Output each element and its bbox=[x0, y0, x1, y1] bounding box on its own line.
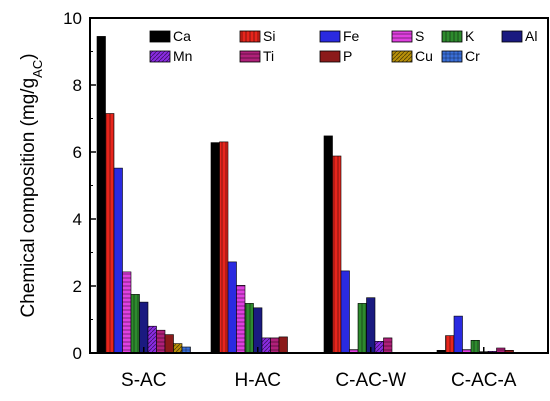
bar-si-s-ac bbox=[105, 113, 115, 354]
bar-si-h-ac bbox=[219, 141, 229, 354]
y-tick-label-10: 10 bbox=[63, 9, 82, 28]
bar-ca-c-ac-w bbox=[323, 135, 333, 354]
legend-item-mn: Mn bbox=[149, 48, 192, 64]
bar-al-c-ac-w bbox=[366, 297, 376, 354]
bar-fe-s-ac bbox=[113, 167, 123, 354]
legend-item-s: S bbox=[391, 28, 424, 44]
legend-label-cu: Cu bbox=[415, 48, 433, 64]
legend: Ca Si Fe S K Al Mn Ti P Cu Cr bbox=[149, 28, 537, 64]
legend-item-cu: Cu bbox=[391, 48, 433, 64]
legend-label-p: P bbox=[343, 48, 352, 64]
legend-swatch-p bbox=[319, 50, 341, 63]
bar-p-s-ac bbox=[164, 334, 174, 354]
legend-label-mn: Mn bbox=[173, 48, 192, 64]
y-axis-title-subscript: AC bbox=[30, 60, 45, 78]
y-tick-label-0: 0 bbox=[73, 344, 82, 363]
legend-item-fe: Fe bbox=[319, 28, 360, 44]
x-tick-label-c-ac-w: C-AC-W bbox=[335, 370, 406, 391]
y-tick-label-4: 4 bbox=[73, 210, 82, 229]
bar-mn-c-ac-w bbox=[374, 340, 384, 354]
x-tick-label-h-ac: H-AC bbox=[235, 370, 281, 391]
legend-swatch-ca bbox=[149, 30, 171, 43]
legend-swatch-al bbox=[501, 30, 523, 43]
bar-ca-h-ac bbox=[210, 142, 220, 354]
bar-ti-h-ac bbox=[270, 337, 280, 354]
legend-swatch-mn bbox=[149, 50, 171, 63]
y-axis-title: Chemical composition (mg/gAC) bbox=[18, 53, 45, 317]
legend-item-al: Al bbox=[501, 28, 537, 44]
legend-label-ca: Ca bbox=[173, 28, 191, 44]
bar-fe-c-ac-a bbox=[453, 315, 463, 354]
bar-al-s-ac bbox=[139, 301, 149, 354]
bar-p-h-ac bbox=[278, 336, 288, 354]
bar-mn-h-ac bbox=[261, 337, 271, 354]
y-tick-label-8: 8 bbox=[73, 76, 82, 95]
legend-label-cr: Cr bbox=[465, 48, 480, 64]
legend-item-ca: Ca bbox=[149, 28, 191, 44]
bar-si-c-ac-a bbox=[445, 335, 455, 354]
bar-si-c-ac-w bbox=[332, 155, 342, 354]
axes: 0 2 4 6 8 10 S-AC H-AC C-AC-W C-AC-A bbox=[63, 9, 517, 391]
legend-swatch-cr bbox=[441, 50, 463, 63]
legend-swatch-k bbox=[441, 30, 463, 43]
legend-swatch-fe bbox=[319, 30, 341, 43]
bar-k-c-ac-a bbox=[470, 339, 480, 354]
legend-swatch-ti bbox=[239, 50, 261, 63]
x-tick-label-s-ac: S-AC bbox=[121, 370, 166, 391]
y-axis-title-main: Chemical composition (mg/g bbox=[18, 78, 39, 318]
y-tick-label-2: 2 bbox=[73, 277, 82, 296]
bar-fe-c-ac-w bbox=[340, 270, 350, 354]
bar-ti-s-ac bbox=[156, 329, 166, 354]
legend-item-p: P bbox=[319, 48, 352, 64]
legend-swatch-cu bbox=[391, 50, 413, 63]
bar-k-s-ac bbox=[130, 294, 140, 354]
bar-group bbox=[96, 36, 514, 354]
plot-frame bbox=[89, 17, 549, 354]
legend-item-si: Si bbox=[239, 28, 275, 44]
bar-k-c-ac-w bbox=[357, 303, 367, 354]
legend-swatch-s bbox=[391, 30, 413, 43]
legend-label-al: Al bbox=[525, 28, 537, 44]
legend-label-fe: Fe bbox=[343, 28, 360, 44]
bar-mn-s-ac bbox=[147, 325, 157, 354]
bar-s-s-ac bbox=[122, 271, 132, 354]
legend-label-si: Si bbox=[263, 28, 275, 44]
bar-ca-s-ac bbox=[96, 36, 106, 354]
bar-fe-h-ac bbox=[227, 261, 237, 354]
x-tick-label-c-ac-a: C-AC-A bbox=[451, 370, 517, 391]
y-tick-label-6: 6 bbox=[73, 143, 82, 162]
bar-k-h-ac bbox=[244, 303, 254, 354]
bar-cu-s-ac bbox=[173, 343, 183, 354]
y-axis-title-close: ) bbox=[18, 53, 39, 59]
legend-swatch-si bbox=[239, 30, 261, 43]
legend-item-cr: Cr bbox=[441, 48, 480, 64]
bar-al-h-ac bbox=[253, 307, 263, 354]
bar-ti-c-ac-w bbox=[383, 337, 393, 354]
legend-item-k: K bbox=[441, 28, 475, 44]
legend-item-ti: Ti bbox=[239, 48, 274, 64]
legend-label-s: S bbox=[415, 28, 424, 44]
legend-label-ti: Ti bbox=[263, 48, 274, 64]
legend-label-k: K bbox=[465, 28, 475, 44]
bar-s-h-ac bbox=[236, 284, 246, 354]
